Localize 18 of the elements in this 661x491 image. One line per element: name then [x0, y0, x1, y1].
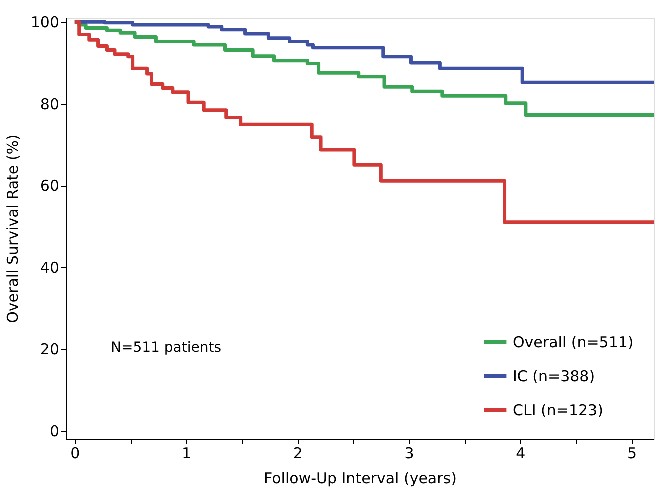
y-axis-title: Overall Survival Rate (%) [4, 134, 22, 324]
x-tick-label: 0 [70, 444, 80, 462]
x-tick-label: 1 [182, 444, 192, 462]
y-tick-label: 0 [50, 422, 60, 440]
y-tick-label: 60 [40, 177, 60, 196]
y-tick-label: 20 [40, 340, 60, 359]
legend-label: IC (n=388) [513, 368, 596, 386]
y-tick-label: 100 [30, 14, 60, 32]
x-tick-label: 2 [293, 444, 303, 462]
x-tick-label: 3 [404, 444, 414, 462]
y-tick-label: 40 [40, 258, 60, 277]
legend-label: Overall (n=511) [513, 334, 634, 352]
y-tick-label: 80 [40, 95, 60, 114]
annotation: N=511 patients [111, 340, 222, 356]
legend-label: CLI (n=123) [513, 402, 604, 420]
x-tick-label: 4 [516, 444, 526, 462]
x-axis-title: Follow-Up Interval (years) [264, 470, 457, 488]
x-tick-label: 5 [627, 444, 637, 462]
